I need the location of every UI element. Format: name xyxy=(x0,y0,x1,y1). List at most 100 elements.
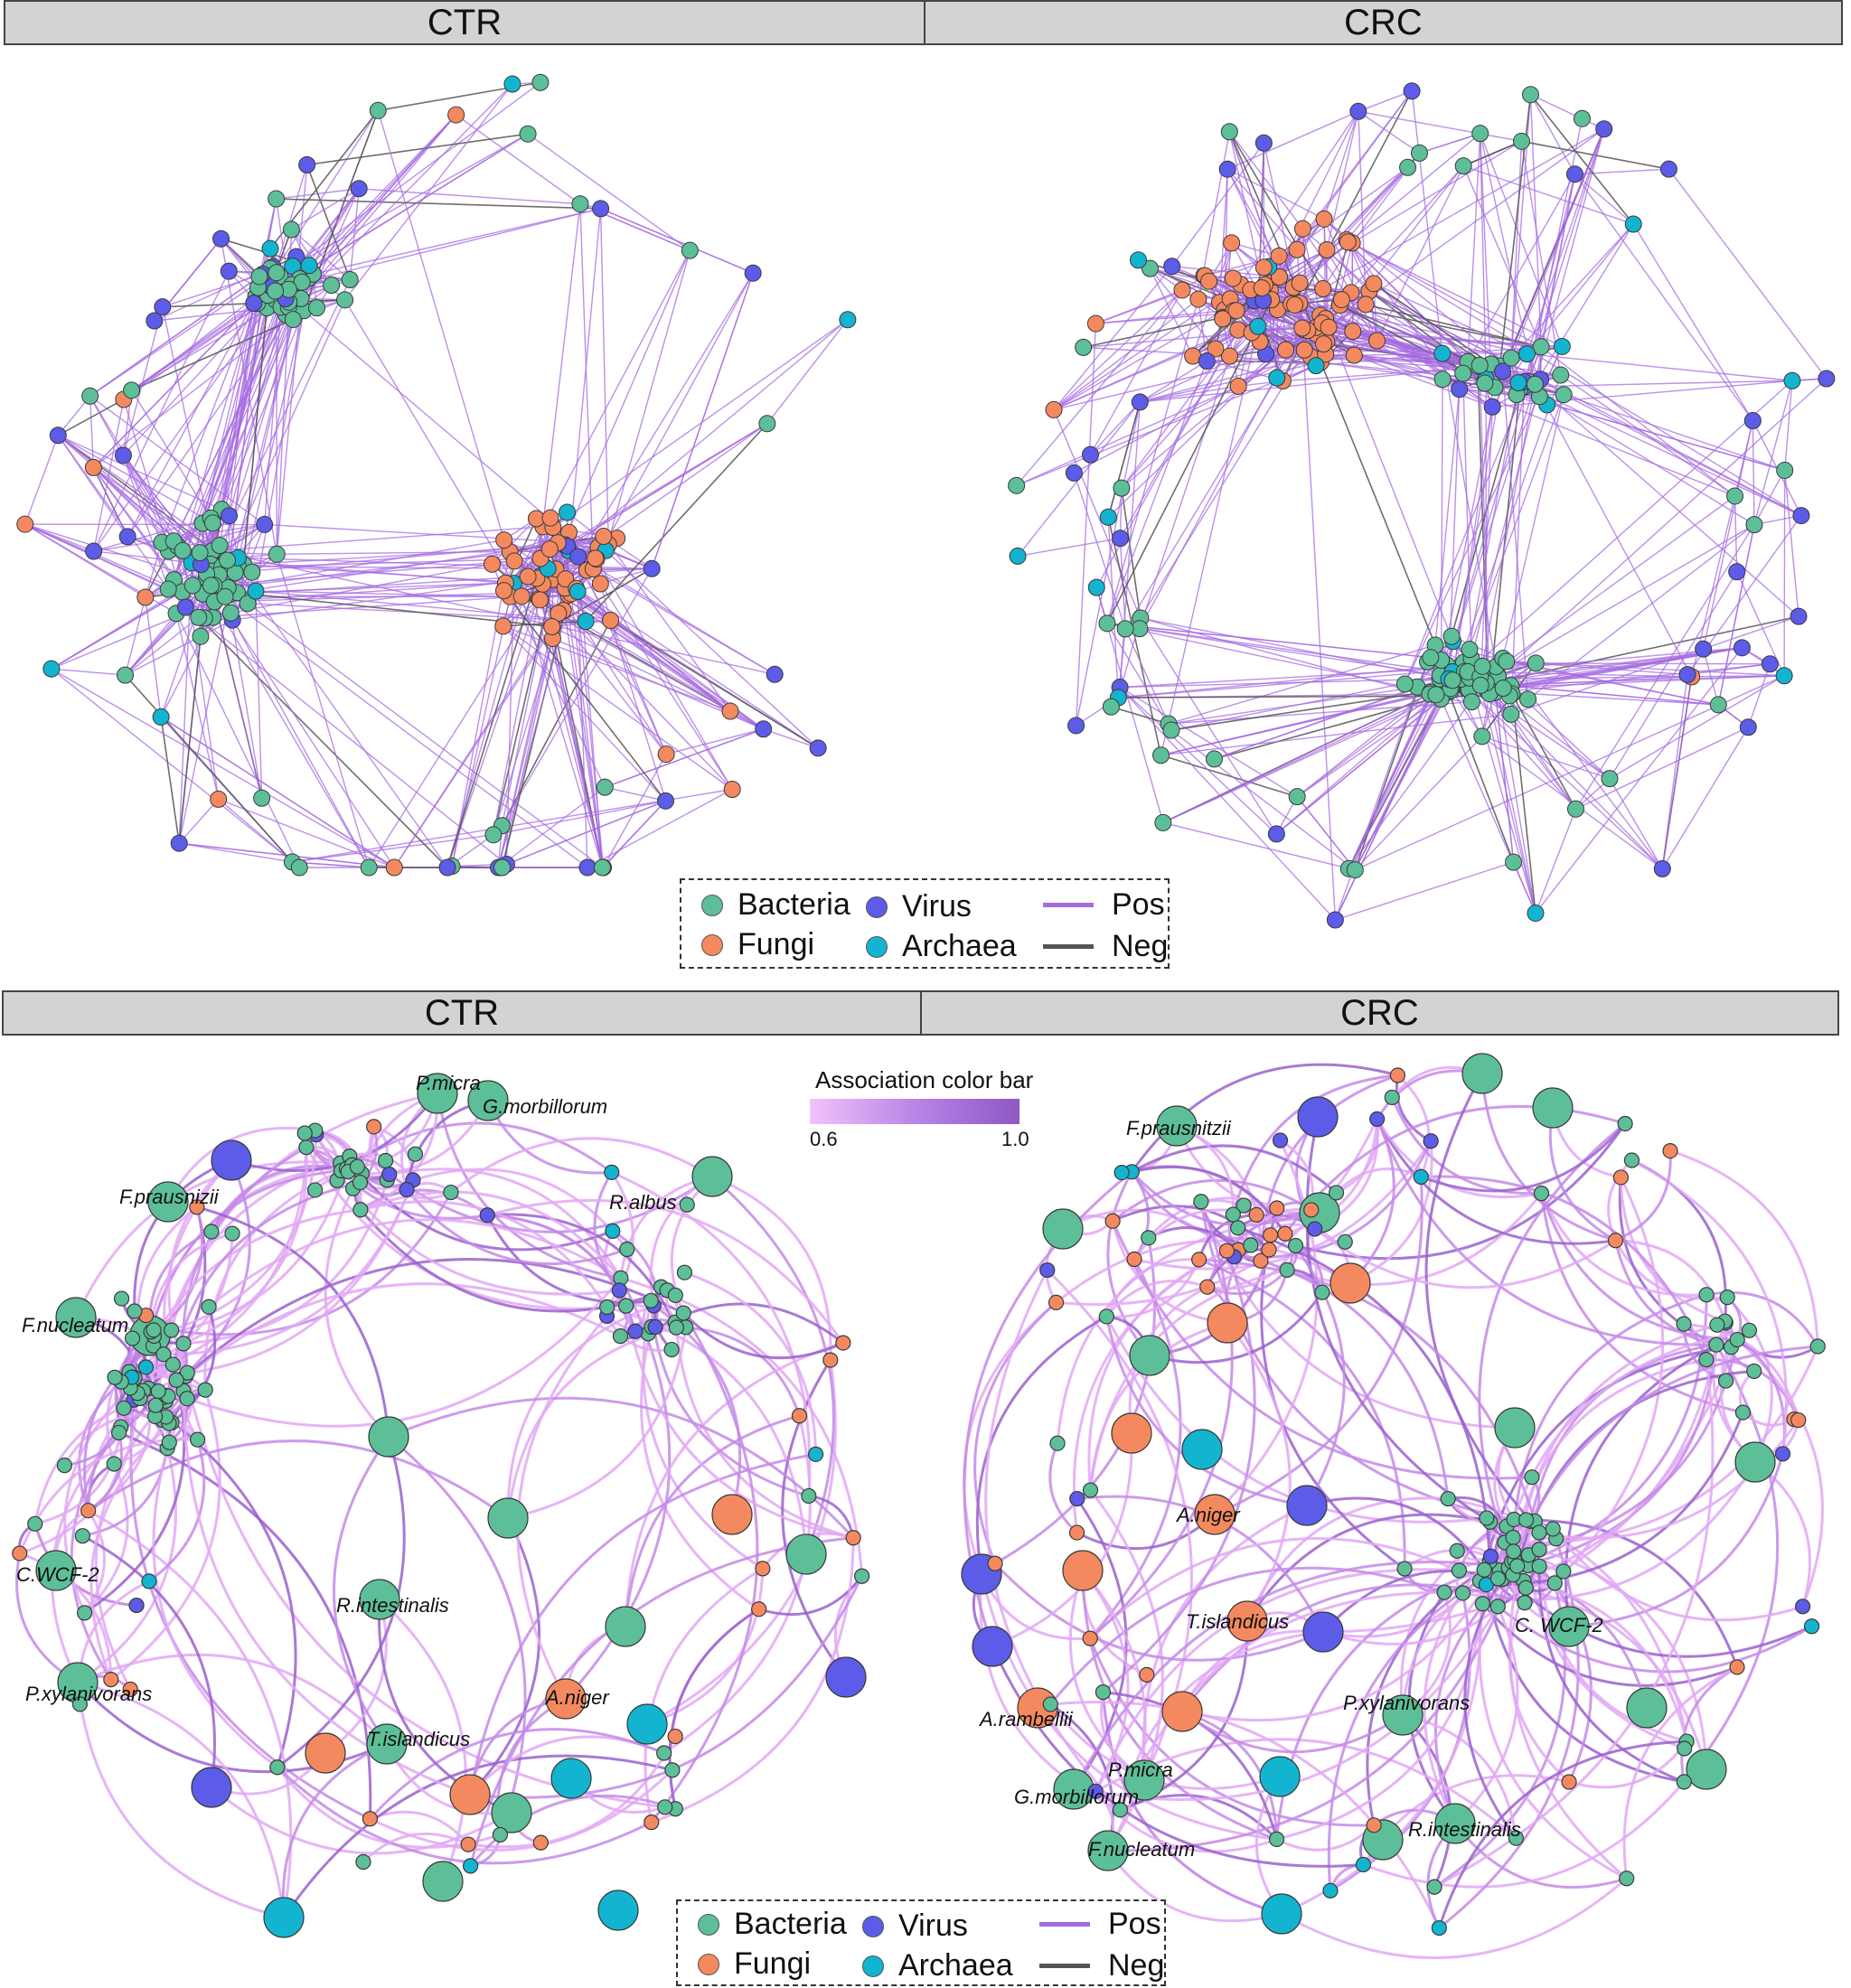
positive-edge xyxy=(1323,219,1327,319)
panel-title: CRC xyxy=(1344,2,1423,42)
bacteria-node xyxy=(127,1303,143,1319)
fungi-node xyxy=(449,1774,491,1815)
fungi-node xyxy=(1214,310,1232,328)
legend-item-fungi: Fungi xyxy=(701,927,814,962)
positive-edge xyxy=(145,596,162,717)
legend-label: Archaea xyxy=(898,1948,1013,1983)
bacteria-node xyxy=(1156,1105,1198,1147)
bacteria-node xyxy=(366,1723,408,1765)
positive-edge xyxy=(1632,223,1753,421)
positive-edge xyxy=(469,1575,863,1799)
positive-edge xyxy=(1131,1063,1398,1173)
positive-edge xyxy=(369,1728,665,1820)
bacteria-node xyxy=(1473,657,1491,675)
virus-node xyxy=(1761,655,1779,673)
bacteria-node xyxy=(1502,349,1520,367)
positive-edge xyxy=(516,1315,608,1700)
fungi-node xyxy=(1223,234,1241,252)
node-label-p-xylanivorans: P.xylanivorans xyxy=(25,1683,153,1705)
virus-node xyxy=(1254,134,1273,152)
virus-node xyxy=(766,665,784,683)
bacteria-node xyxy=(663,1341,680,1358)
positive-edge xyxy=(565,272,754,580)
positive-edge xyxy=(552,319,849,529)
top-network-edges xyxy=(24,81,1828,921)
positive-edge xyxy=(87,1432,123,1512)
bacteria-node xyxy=(1440,1490,1456,1507)
positive-edge xyxy=(599,208,609,545)
positive-edge xyxy=(1491,353,1528,408)
positive-edge xyxy=(1463,382,1519,672)
bacteria-node xyxy=(467,1080,509,1121)
bacteria-node xyxy=(1082,1482,1099,1498)
positive-edge xyxy=(1358,111,1367,305)
virus-node xyxy=(1087,1783,1104,1799)
node-label-r-albus: R.albus xyxy=(609,1191,677,1214)
positive-edge xyxy=(579,203,595,569)
positive-edge xyxy=(405,1188,628,1265)
negative-edge xyxy=(306,133,529,166)
positive-edge xyxy=(1358,90,1413,112)
positive-edge xyxy=(683,1271,818,1455)
positive-edge xyxy=(602,754,667,868)
bacteria-node xyxy=(296,1125,313,1141)
positive-edge xyxy=(24,523,233,621)
positive-edge xyxy=(1095,1738,1517,1840)
fungi-node xyxy=(519,567,537,586)
positive-edge xyxy=(503,625,733,791)
positive-edge xyxy=(1506,661,1785,677)
positive-edge xyxy=(1480,685,1536,914)
positive-edge xyxy=(1399,1524,1508,1716)
positive-edge xyxy=(1462,165,1634,225)
positive-edge xyxy=(1213,1139,1319,1516)
fungi-node xyxy=(1561,1774,1577,1790)
positive-edge xyxy=(1140,385,1239,403)
positive-edge xyxy=(238,557,594,570)
bacteria-node xyxy=(352,1202,369,1218)
bacteria-node xyxy=(359,1579,400,1620)
bacteria-node xyxy=(1555,1563,1572,1580)
positive-edge xyxy=(388,1396,855,1539)
bacteria-node xyxy=(267,282,285,300)
virus-node xyxy=(114,446,132,464)
positive-edge xyxy=(1340,165,1464,301)
virus-node xyxy=(1286,1485,1328,1526)
positive-edge xyxy=(359,188,580,205)
positive-edge xyxy=(665,728,764,755)
positive-edge xyxy=(412,1167,628,1251)
positive-edge xyxy=(1510,141,1523,359)
fungi-node xyxy=(84,458,102,476)
legend-label: Archaea xyxy=(902,929,1017,963)
bacteria-node xyxy=(619,1241,635,1258)
negative-edge xyxy=(1107,517,1162,755)
bacteria-node xyxy=(1075,338,1093,356)
archaea-node xyxy=(1261,1893,1302,1935)
positive-edge xyxy=(758,1575,863,1617)
bacteria-node xyxy=(519,125,537,143)
bacteria-node xyxy=(1449,1543,1465,1559)
positive-edge xyxy=(228,539,504,588)
virus-node xyxy=(1326,911,1344,929)
negative-edge xyxy=(1489,389,1521,694)
positive-edge xyxy=(1609,778,1663,869)
legend-label: Neg xyxy=(1108,1948,1165,1983)
positive-edge xyxy=(175,613,220,800)
neg-swatch xyxy=(1043,944,1094,949)
positive-edge xyxy=(1537,1566,1687,1743)
positive-edge xyxy=(313,208,601,275)
virus-node xyxy=(245,295,263,313)
node-label-f-prausnizii: F.prausnizii xyxy=(119,1186,219,1208)
bacteria-node xyxy=(1346,861,1364,879)
positive-edge xyxy=(1089,1536,1481,1640)
positive-edge xyxy=(178,798,220,844)
archaea-node xyxy=(1553,337,1571,355)
node-label-p-xylanivorans: P.xylanivorans xyxy=(1343,1692,1470,1714)
positive-edge xyxy=(300,114,457,299)
bacteria-node xyxy=(1527,654,1545,672)
bacteria-node xyxy=(596,778,614,796)
bacteria-node xyxy=(657,1799,673,1815)
bacteria-node xyxy=(1116,620,1134,638)
negative-edge xyxy=(1511,693,1536,914)
positive-edge xyxy=(1717,524,1755,706)
fungi-node xyxy=(1330,1262,1371,1304)
